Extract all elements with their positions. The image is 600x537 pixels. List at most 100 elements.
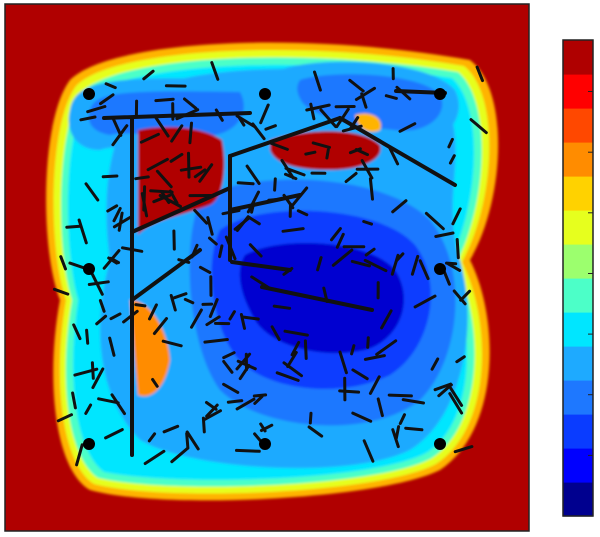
segment xyxy=(226,399,244,404)
colorbar-swatch xyxy=(563,142,593,177)
segment xyxy=(236,181,255,186)
segment xyxy=(111,124,129,147)
segment xyxy=(246,190,260,214)
segment xyxy=(248,243,263,258)
segment xyxy=(375,339,398,356)
segment xyxy=(401,398,425,405)
segment xyxy=(152,317,168,335)
segment xyxy=(87,280,110,286)
segment xyxy=(269,141,289,151)
segment xyxy=(273,177,277,192)
segment xyxy=(272,304,292,310)
segment xyxy=(190,308,203,329)
segment xyxy=(91,367,105,390)
segment xyxy=(275,371,300,382)
segment xyxy=(65,224,82,229)
colorbar-swatch xyxy=(563,346,593,381)
segment xyxy=(208,298,219,318)
segment xyxy=(322,286,329,303)
segment xyxy=(354,148,369,157)
nodes xyxy=(83,88,446,450)
segment xyxy=(351,368,369,381)
segment xyxy=(418,259,430,281)
segment xyxy=(122,309,139,324)
field-contours xyxy=(46,42,499,501)
segment-field xyxy=(52,61,488,467)
colorbar-swatch xyxy=(563,482,593,517)
segment xyxy=(303,339,308,360)
segment xyxy=(152,193,172,204)
node-marker xyxy=(83,263,95,275)
segment xyxy=(368,375,381,395)
segment xyxy=(187,151,191,179)
segment xyxy=(160,190,171,204)
segment xyxy=(73,367,99,377)
segment xyxy=(387,145,400,166)
structure-line xyxy=(228,116,342,158)
segment xyxy=(233,216,251,231)
segment xyxy=(142,69,155,81)
segment xyxy=(179,165,203,172)
segment xyxy=(391,428,400,449)
segment xyxy=(368,177,374,201)
segment xyxy=(99,93,115,106)
segment xyxy=(395,252,405,262)
segment xyxy=(384,94,398,100)
structure-line xyxy=(260,285,374,312)
segment xyxy=(170,446,189,464)
segment xyxy=(452,289,467,306)
segment xyxy=(448,154,456,165)
segment xyxy=(104,82,117,90)
segment xyxy=(351,411,373,423)
segment xyxy=(338,389,361,394)
segment xyxy=(210,61,220,81)
segment xyxy=(264,124,277,131)
segment xyxy=(121,246,144,253)
segment xyxy=(259,103,270,125)
segment xyxy=(198,163,214,183)
segment xyxy=(309,102,316,121)
segment xyxy=(134,303,147,308)
structure-line xyxy=(228,193,302,212)
segment xyxy=(362,220,373,226)
segment xyxy=(222,360,234,374)
segment xyxy=(325,148,330,160)
segment xyxy=(252,393,268,398)
segment xyxy=(433,382,453,392)
colorbar-swatch xyxy=(563,244,593,279)
segment xyxy=(447,262,462,272)
segment xyxy=(330,227,342,242)
segment xyxy=(259,423,274,432)
segment xyxy=(72,323,82,341)
segment xyxy=(350,259,371,268)
segment xyxy=(208,236,218,246)
segment xyxy=(52,287,70,296)
colorbar-swatch xyxy=(563,380,593,415)
segment xyxy=(77,218,88,245)
field-contour xyxy=(270,131,381,170)
segment xyxy=(245,164,261,185)
segment xyxy=(203,409,222,421)
node-marker xyxy=(83,438,95,450)
segment xyxy=(170,124,184,143)
segment xyxy=(410,254,420,276)
field-contour xyxy=(138,127,225,235)
segment xyxy=(281,227,305,233)
segment xyxy=(447,137,454,149)
segment xyxy=(175,108,200,121)
segment xyxy=(430,357,440,371)
segment xyxy=(154,115,170,138)
segment xyxy=(183,97,198,110)
segment xyxy=(364,247,376,257)
segment xyxy=(101,174,119,179)
segment xyxy=(413,294,437,309)
colorbar-frame xyxy=(562,39,594,517)
segment xyxy=(267,197,282,202)
segment xyxy=(366,336,370,349)
heatmap-panel xyxy=(5,4,529,531)
segment xyxy=(338,350,348,375)
segment xyxy=(143,449,166,465)
segment xyxy=(459,289,472,302)
segment xyxy=(84,182,100,202)
